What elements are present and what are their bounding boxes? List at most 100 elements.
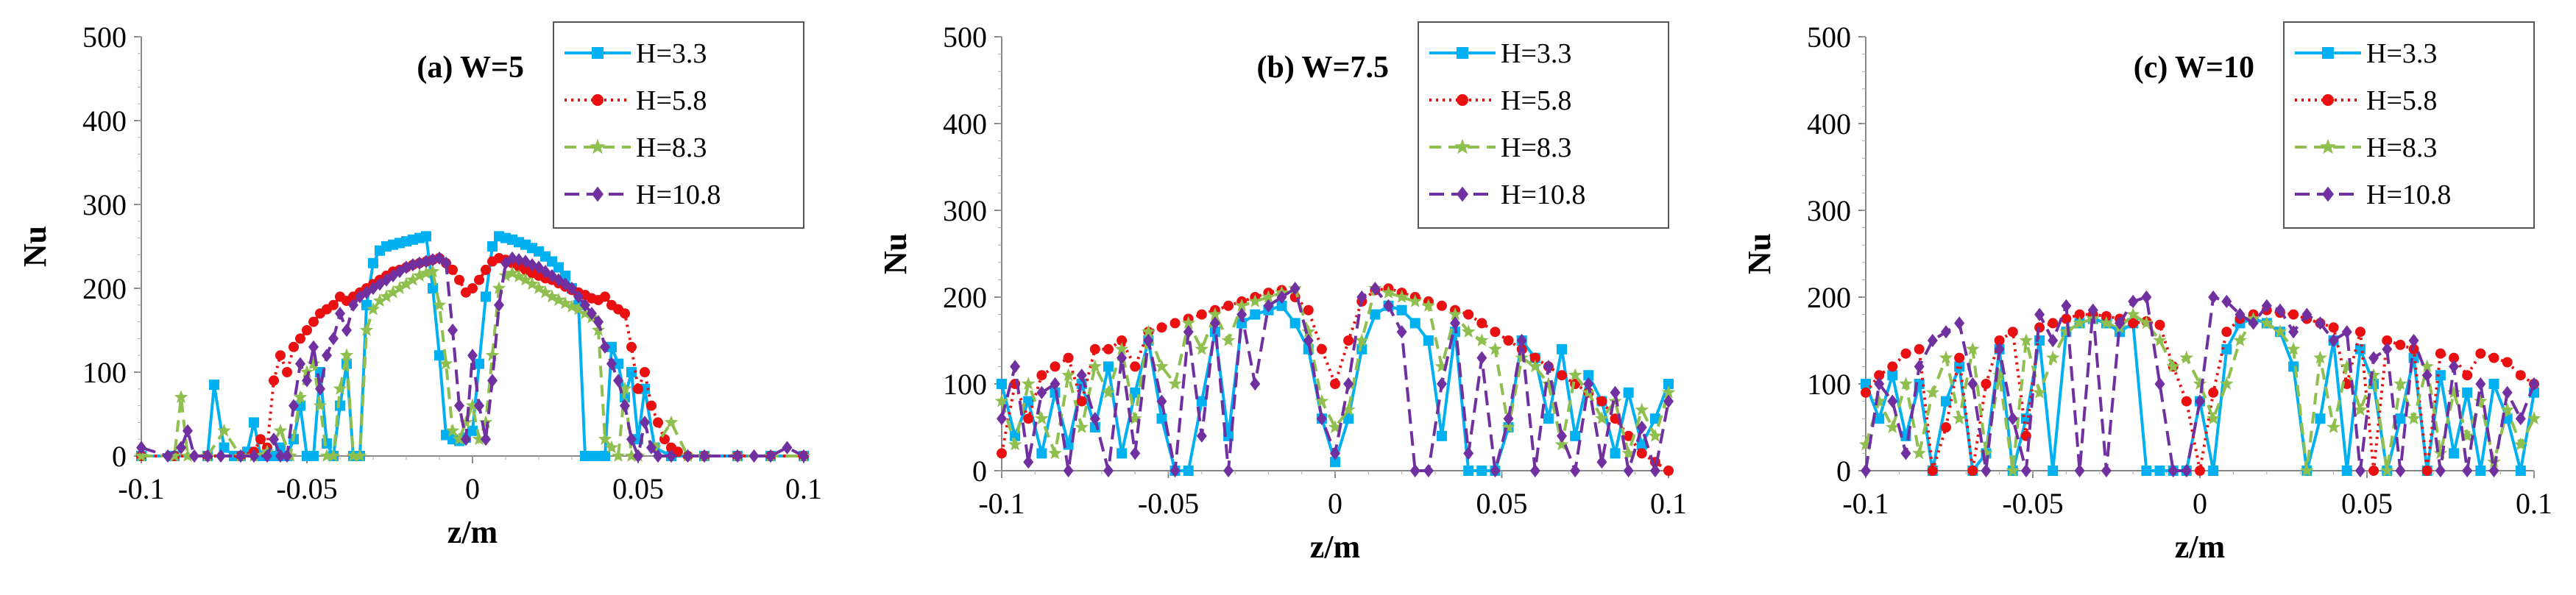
data-point — [997, 379, 1007, 389]
data-point — [531, 281, 546, 294]
data-point — [219, 442, 230, 453]
data-point — [295, 357, 305, 371]
data-point — [308, 451, 319, 461]
data-point — [2208, 290, 2219, 304]
data-point — [2527, 411, 2541, 425]
data-point — [399, 277, 414, 291]
data-point — [394, 265, 405, 279]
data-point — [1635, 402, 1649, 416]
data-point — [2128, 318, 2139, 329]
data-point — [2301, 307, 2313, 321]
data-point — [408, 257, 418, 272]
y-tick-label: 0 — [972, 455, 987, 488]
data-point — [302, 325, 312, 335]
data-point — [313, 398, 328, 412]
y-tick-label: 300 — [943, 194, 987, 227]
data-point — [2353, 402, 2368, 416]
data-point — [1940, 396, 1951, 407]
data-point — [1061, 368, 1075, 382]
data-point — [1621, 446, 1635, 460]
data-point — [481, 264, 491, 275]
data-point — [1912, 446, 1926, 460]
x-axis-title: z/m — [2175, 529, 2225, 565]
data-point — [447, 323, 458, 338]
data-point — [2421, 368, 2432, 382]
chart-panel-1: 0 100 200 300 400 500 -0.1 -0.05 0 0.05 0.1 z/m Nu H=… — [17, 21, 822, 550]
data-point — [626, 432, 637, 446]
data-point — [1595, 411, 1609, 425]
data-point — [500, 256, 511, 270]
data-point — [180, 449, 195, 462]
data-point — [1289, 282, 1301, 296]
panel-title: (b) W=7.5 — [1256, 51, 1389, 85]
data-point — [1887, 394, 1898, 408]
data-point — [2221, 294, 2232, 308]
data-point — [209, 380, 219, 391]
data-point — [2368, 466, 2379, 476]
data-point — [527, 257, 537, 272]
legend-marker — [592, 47, 604, 59]
x-tick-label: -0.1 — [978, 487, 1025, 520]
y-axis-title: Nu — [877, 233, 913, 274]
data-point — [1130, 361, 1141, 372]
data-point — [2260, 316, 2274, 329]
data-point — [1543, 413, 1554, 424]
data-point — [1343, 335, 1354, 346]
data-point — [2354, 327, 2366, 338]
data-point — [1940, 422, 1951, 432]
data-point — [1992, 368, 2006, 382]
data-point — [1927, 466, 1938, 476]
data-point — [1900, 348, 1911, 359]
data-point — [1075, 420, 1089, 433]
data-point — [2128, 294, 2139, 308]
data-point — [2341, 466, 2352, 476]
data-point — [2462, 387, 2473, 398]
data-point — [289, 341, 299, 352]
data-point — [2061, 299, 2072, 313]
data-point — [2220, 377, 2234, 390]
data-point — [1103, 463, 1114, 478]
data-point — [646, 441, 657, 455]
data-point — [368, 257, 378, 268]
data-point — [2126, 307, 2140, 321]
data-point — [1023, 396, 1034, 407]
data-point — [560, 270, 570, 281]
data-point — [553, 262, 564, 273]
y-tick-label: 200 — [1807, 281, 1851, 314]
data-point — [1434, 359, 1449, 373]
data-point — [2475, 466, 2486, 476]
data-point — [2286, 342, 2301, 355]
data-point — [2273, 324, 2287, 338]
data-point — [2515, 370, 2526, 381]
data-point — [620, 308, 630, 319]
data-point — [1476, 466, 1487, 476]
data-point — [611, 449, 626, 462]
data-point — [2462, 370, 2473, 381]
data-point — [2006, 463, 2020, 477]
legend-label: H=3.3 — [1501, 38, 1571, 69]
data-point — [600, 340, 610, 354]
legend-label: H=5.8 — [2366, 85, 2437, 116]
data-point — [1872, 393, 1886, 407]
data-point — [1623, 387, 1634, 398]
data-point — [2007, 412, 2018, 426]
data-point — [293, 390, 308, 404]
x-tick-label: 0.05 — [612, 472, 664, 505]
data-point — [1967, 466, 1978, 476]
data-point — [1490, 463, 1501, 478]
data-point — [2502, 357, 2513, 368]
x-axis-title: z/m — [447, 514, 498, 550]
data-point — [1114, 342, 1129, 355]
data-point — [2393, 377, 2407, 390]
data-point — [2475, 348, 2486, 359]
data-point — [2341, 325, 2352, 339]
data-point — [1048, 446, 1062, 460]
data-point — [481, 432, 491, 446]
data-point — [1463, 466, 1474, 476]
data-point — [538, 285, 553, 299]
data-point — [1101, 385, 1116, 399]
data-point — [1596, 455, 1607, 469]
data-point — [2395, 413, 2406, 424]
data-point — [2395, 463, 2406, 478]
data-point — [604, 440, 619, 454]
